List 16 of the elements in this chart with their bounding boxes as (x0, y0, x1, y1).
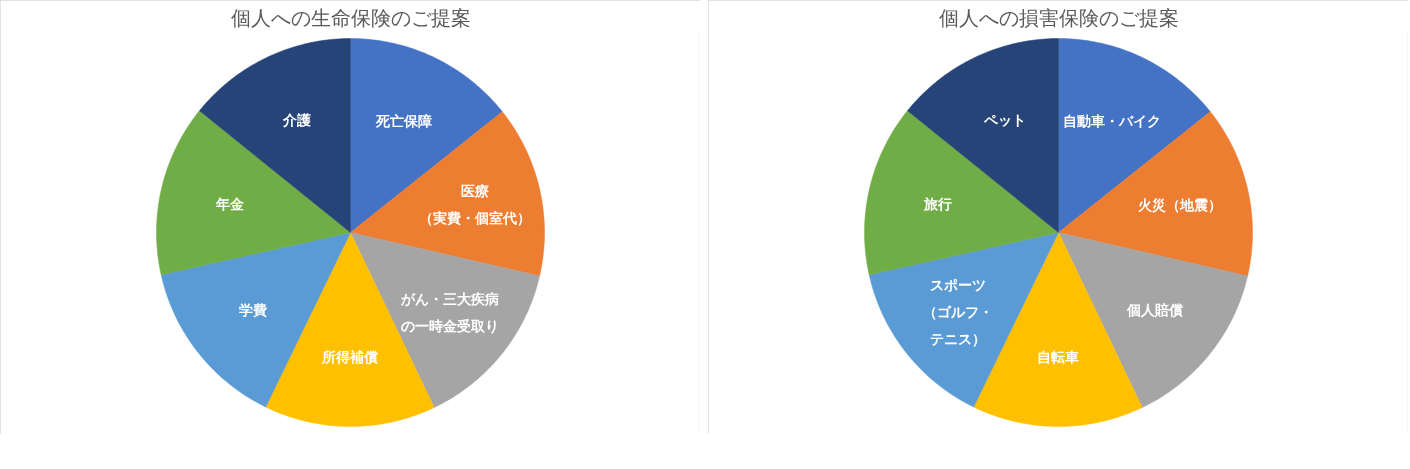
slice-label: 個人賠償 (1126, 302, 1184, 319)
slice-label: 学費 (239, 301, 268, 318)
slice-label: 自動車・バイク (1063, 112, 1162, 129)
chart-title: 個人への生命保険のご提案 (230, 5, 471, 30)
chart-title: 個人への損害保険のご提案 (938, 5, 1179, 30)
slice-label: ペット (982, 112, 1026, 129)
slice-label: スポーツ（ゴルフ・テニス） (923, 276, 994, 347)
slice-label: 火災（地震） (1137, 197, 1222, 214)
slice-label: 医療（実費・個室代） (419, 182, 532, 226)
slice-label: 死亡保障 (375, 112, 433, 129)
slice-label: 年金 (214, 196, 245, 213)
slice-label: 介護 (281, 112, 311, 129)
slice-label: 自転車 (1037, 348, 1080, 365)
slice-label: 旅行 (922, 196, 952, 213)
slice-label: 所得補償 (321, 348, 379, 365)
slice-label: がん・三大疾病の一時金受取り (400, 291, 500, 335)
